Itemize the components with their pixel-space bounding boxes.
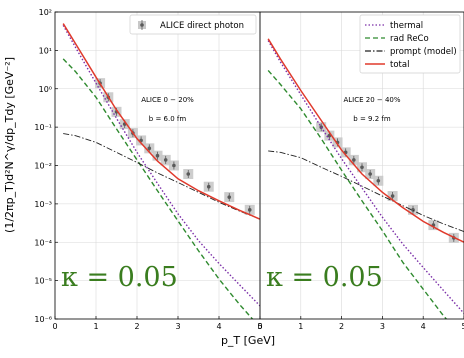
plot-area: [267, 38, 464, 319]
x-tick-label: 5: [461, 322, 464, 331]
data-point: [390, 194, 395, 198]
x-tick-label: 1: [298, 322, 303, 331]
x-tick-label: 3: [380, 322, 385, 331]
plot-area: [62, 23, 260, 319]
legend-label: ALICE direct photon: [160, 21, 244, 31]
panel-frame: [259, 11, 464, 320]
panel-annotation: b = 6.0 fm: [149, 115, 187, 123]
kappa-label: κ = 0.05: [266, 262, 383, 293]
data-point: [186, 172, 191, 176]
y-tick-label: 10¹: [39, 46, 52, 55]
series-thermal-line: [62, 24, 260, 307]
legend-label: thermal: [390, 21, 423, 31]
series-rad-reco-line: [267, 69, 448, 319]
chart-panel-left: 0 1 2 3 4 5 10⁻⁶ 10⁻⁵ 10⁻⁴ 10⁻³ 10⁻² 10⁻¹ 10⁰ 10¹ 10² A…: [34, 8, 262, 331]
panel-annotation: b = 9.2 fm: [353, 115, 391, 123]
chart-panel-right: 0 1 2 3 4 5 ALICE 20 − 40% b = 9.2 fm κ = 0.05 th…: [257, 11, 464, 331]
panel-annotation: ALICE 0 − 20%: [141, 96, 194, 104]
y-tick-label: 10⁻²: [34, 162, 52, 171]
legend-box: [359, 14, 461, 74]
data-point: [368, 172, 372, 176]
series-thermal-line: [267, 40, 464, 314]
data-point: [155, 153, 160, 158]
y-tick-label: 10⁻⁵: [34, 277, 52, 286]
data-point: [247, 208, 252, 212]
legend-label: rad ReCo: [390, 34, 429, 44]
series-total-line: [62, 23, 260, 220]
x-tick-label: 2: [134, 322, 139, 331]
legend-box: [129, 14, 257, 35]
data-point: [172, 163, 176, 168]
y-tick-label: 10⁻³: [34, 200, 52, 209]
series-prompt-model-line: [268, 150, 464, 232]
data-point: [352, 158, 356, 162]
x-tick-label: 4: [216, 322, 221, 331]
kappa-label: κ = 0.05: [61, 262, 178, 293]
data-point: [227, 195, 232, 199]
y-tick-label: 10⁻¹: [34, 123, 52, 132]
x-tick-label: 5: [257, 322, 262, 331]
x-tick-label: 3: [175, 322, 180, 331]
series-prompt-model-line: [63, 133, 260, 220]
legend: thermal rad ReCo prompt (model) total: [359, 14, 461, 74]
y-tick-label: 10²: [39, 8, 52, 17]
data-point: [147, 146, 152, 151]
legend-marker: [140, 23, 144, 27]
y-axis-label: (1/2πp_T)d²N^γ/dp_Tdy [GeV⁻²]: [3, 57, 16, 233]
y-tick-label: 10⁻⁴: [34, 238, 52, 247]
y-tick-label: 10⁰: [39, 85, 52, 94]
legend: ALICE direct photon: [129, 14, 257, 35]
panel-annotation: ALICE 20 − 40%: [343, 96, 400, 104]
y-tick-label: 10⁻⁶: [34, 315, 52, 324]
data-point: [376, 178, 381, 183]
series-total-line: [267, 38, 464, 243]
data-point: [206, 184, 211, 189]
x-tick-label: 4: [421, 322, 426, 331]
data-point: [163, 158, 168, 162]
x-axis-label: p_T [GeV]: [221, 334, 275, 347]
series-rad-reco-line: [62, 58, 254, 319]
legend-label: total: [390, 60, 409, 70]
legend-label: prompt (model): [390, 47, 457, 57]
x-tick-label: 0: [257, 322, 262, 331]
x-tick-label: 1: [93, 322, 98, 331]
x-tick-label: 0: [52, 322, 57, 331]
data-point: [360, 165, 364, 170]
x-tick-label: 2: [339, 322, 344, 331]
